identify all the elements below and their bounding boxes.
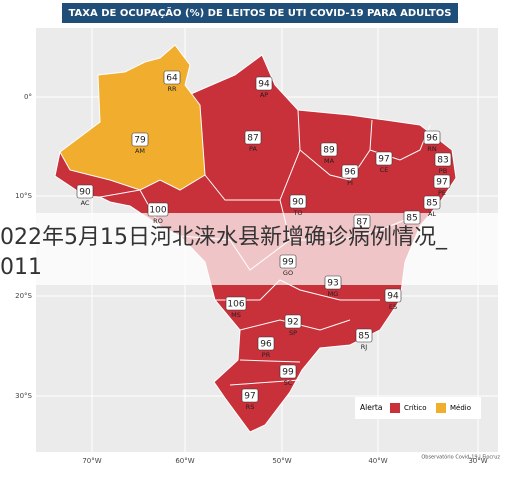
title: TAXA DE OCUPAÇÃO (%) DE LEITOS DE UTI CO… bbox=[69, 6, 452, 19]
lon-label: 50°W bbox=[272, 457, 291, 465]
state-value: 89 bbox=[323, 146, 335, 156]
state-value: 100 bbox=[149, 206, 166, 216]
overlay-text: 022年5月15日河北涞水县新增确诊病例情况_ bbox=[0, 225, 448, 250]
state-code: CE bbox=[380, 166, 389, 174]
state-value: 83 bbox=[437, 156, 448, 166]
state-code: MA bbox=[324, 157, 335, 165]
title-bar bbox=[62, 3, 458, 23]
lat-label: 30°S bbox=[15, 392, 32, 400]
label-box bbox=[423, 195, 441, 210]
label-box bbox=[324, 275, 342, 290]
state-code: RN bbox=[427, 145, 437, 153]
label-box bbox=[76, 184, 94, 199]
state-value: 96 bbox=[344, 168, 356, 178]
state-value: 97 bbox=[378, 155, 389, 165]
label-box bbox=[353, 214, 371, 229]
label-box bbox=[320, 142, 338, 157]
state-code: AL bbox=[428, 210, 436, 218]
state-code: GO bbox=[283, 269, 293, 277]
lat-label: 20°S bbox=[15, 292, 32, 300]
overlay-text: 011 bbox=[0, 255, 42, 280]
legend-label: Médio bbox=[450, 404, 471, 412]
label-box bbox=[423, 130, 441, 145]
state-value: 64 bbox=[166, 74, 178, 84]
state-code: AP bbox=[260, 91, 268, 99]
label-box bbox=[131, 132, 149, 147]
label-box bbox=[255, 76, 273, 91]
legend-box bbox=[355, 397, 481, 419]
state-value: 96 bbox=[260, 340, 272, 350]
label-box bbox=[284, 314, 302, 329]
state-value: 85 bbox=[426, 199, 437, 209]
state-value: 96 bbox=[426, 134, 438, 144]
lat-label: 0° bbox=[24, 93, 32, 101]
state-code: PA bbox=[249, 145, 258, 153]
state-value: 94 bbox=[387, 292, 399, 302]
state-code: SP bbox=[289, 329, 297, 337]
state-value: 92 bbox=[287, 318, 298, 328]
label-box bbox=[384, 288, 402, 303]
label-box bbox=[434, 152, 452, 167]
label-box bbox=[279, 254, 297, 269]
state-code: PI bbox=[347, 179, 353, 187]
legend-title: Alerta bbox=[360, 403, 382, 412]
state-code: RR bbox=[167, 85, 177, 93]
state-value: 85 bbox=[358, 332, 369, 342]
state-code: PE bbox=[438, 189, 446, 197]
state-code: MS bbox=[231, 311, 241, 319]
label-box bbox=[147, 202, 169, 217]
credit: Observatório Covid-19 | Fiocruz bbox=[421, 454, 500, 461]
state-value: 106 bbox=[227, 300, 244, 310]
state-code: RO bbox=[153, 217, 163, 225]
state-value: 99 bbox=[282, 258, 294, 268]
label-box bbox=[403, 210, 421, 225]
state-value: 90 bbox=[292, 198, 304, 208]
label-box bbox=[225, 296, 247, 311]
label-box bbox=[241, 388, 259, 403]
state-value: 85 bbox=[406, 214, 417, 224]
legend: Alerta Crítico Médio bbox=[355, 397, 481, 419]
lon-label: 70°W bbox=[82, 457, 101, 465]
label-box bbox=[257, 336, 275, 351]
state-code: MG bbox=[328, 290, 339, 298]
state-value: 97 bbox=[436, 178, 447, 188]
state-value: 87 bbox=[247, 134, 258, 144]
label-box bbox=[341, 164, 359, 179]
label-box bbox=[244, 130, 262, 145]
overlay-band bbox=[0, 213, 520, 285]
lon-label: 40°W bbox=[368, 457, 387, 465]
state-value: 94 bbox=[258, 80, 270, 90]
state-code: PR bbox=[262, 351, 271, 359]
state-value: 99 bbox=[282, 368, 294, 378]
lon-label: 60°W bbox=[175, 457, 194, 465]
label-box bbox=[433, 174, 451, 189]
state-code: TO bbox=[292, 209, 302, 217]
lat-label: 10°S bbox=[15, 192, 32, 200]
state-value: 97 bbox=[244, 392, 255, 402]
label-box bbox=[163, 70, 181, 85]
state-code: RJ bbox=[361, 343, 368, 351]
legend-label: Crítico bbox=[404, 404, 427, 412]
legend-swatch bbox=[390, 403, 400, 413]
state-code: RS bbox=[246, 403, 255, 411]
state-code: SC bbox=[284, 379, 293, 387]
state-value: 79 bbox=[134, 136, 146, 146]
label-box bbox=[355, 328, 373, 343]
label-box bbox=[289, 194, 307, 209]
state-value: 93 bbox=[327, 279, 338, 289]
legend-swatch bbox=[436, 403, 446, 413]
label-box bbox=[279, 364, 297, 379]
lon-label: 30°W bbox=[468, 457, 487, 465]
state-code: AC bbox=[81, 199, 90, 207]
state-value: 87 bbox=[356, 218, 367, 228]
state-code: PB bbox=[439, 167, 447, 175]
state-value: 90 bbox=[79, 188, 91, 198]
state-code: AM bbox=[135, 147, 145, 155]
label-box bbox=[375, 151, 393, 166]
state-code: ES bbox=[389, 303, 397, 311]
